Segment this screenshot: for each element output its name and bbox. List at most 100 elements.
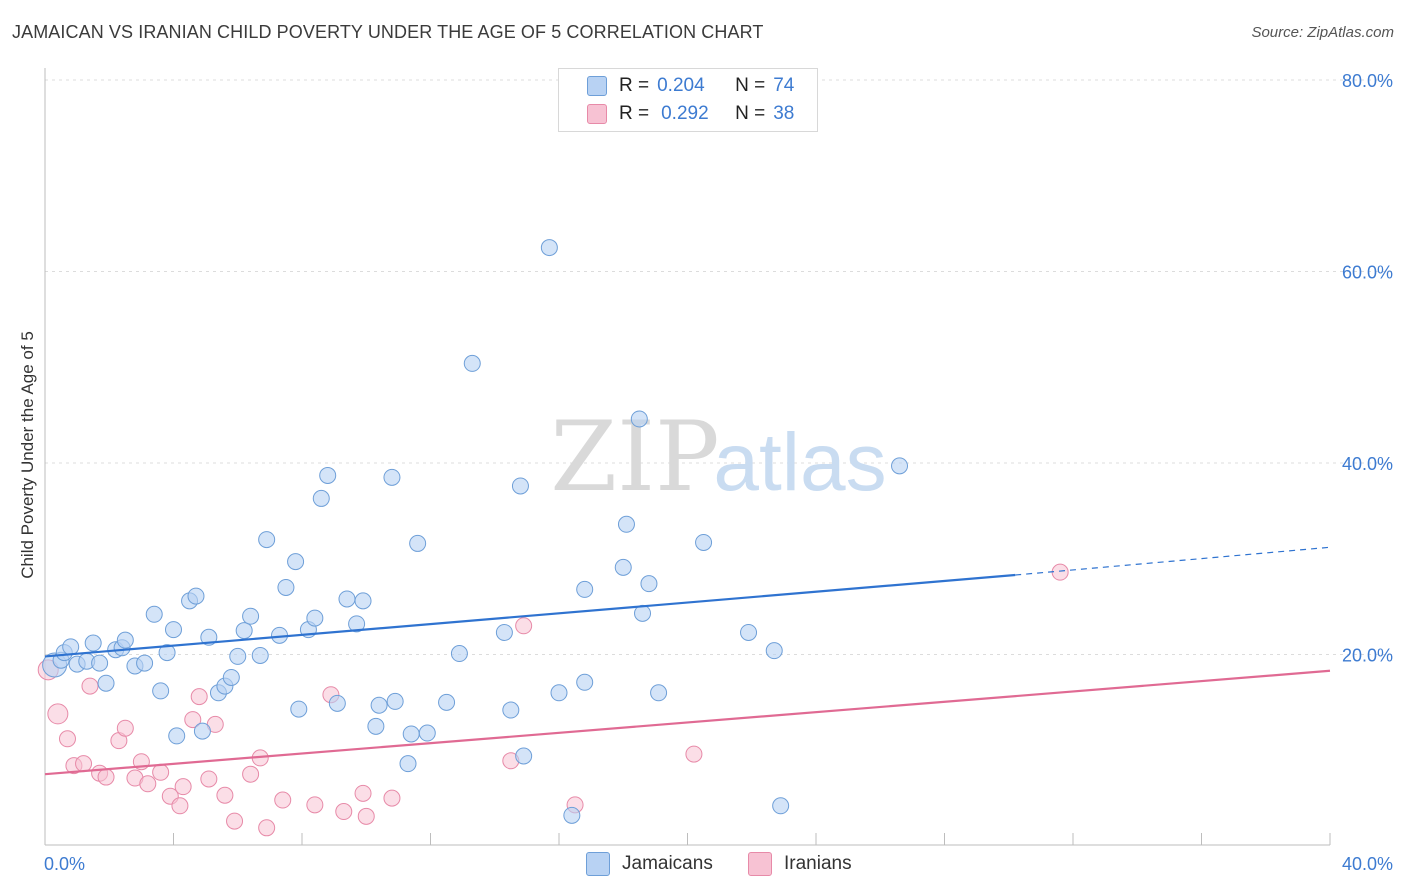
jamaican-point (165, 621, 182, 639)
jamaican-point (258, 531, 276, 549)
legend-series-name: Iranians (784, 853, 852, 874)
jamaican-point (402, 725, 420, 743)
jamaican-point (222, 668, 240, 686)
jamaican-point (306, 609, 324, 627)
iranian-point (97, 768, 115, 786)
iranian-point (47, 703, 69, 725)
jamaican-point (242, 607, 260, 625)
legend-r-value: 0.292 (661, 103, 709, 124)
y-tick-label: 60.0% (1342, 263, 1393, 283)
jamaican-point (367, 717, 385, 735)
legend-r-value: 0.204 (657, 75, 705, 96)
watermark-atlas: atlas (713, 417, 886, 508)
iranian-swatch (748, 852, 772, 876)
chart-source: Source: ZipAtlas.com (1251, 24, 1394, 41)
iranian-point (171, 797, 189, 815)
jamaican-point (290, 700, 308, 718)
iranian-point (383, 789, 401, 807)
axes (44, 68, 1331, 846)
jamaican-point (772, 797, 790, 815)
jamaican-point (116, 631, 134, 649)
jamaican-point (354, 592, 372, 610)
jamaican-points (42, 239, 909, 824)
jamaican-point (229, 647, 247, 665)
jamaican-point (287, 553, 305, 571)
jamaican-point (418, 724, 436, 742)
jamaican-trend-line (44, 573, 1016, 658)
jamaican-point (251, 646, 269, 664)
jamaican-point (463, 354, 481, 372)
jamaican-point (563, 806, 581, 824)
legend-n-label: N = (735, 75, 766, 96)
iranian-point (685, 745, 703, 763)
iranian-point (75, 755, 93, 773)
iranian-point (58, 730, 76, 748)
gridlines (45, 79, 1392, 655)
legend-r-label: R = (619, 75, 650, 96)
iranian-point (174, 778, 192, 796)
jamaican-point (540, 239, 558, 257)
iranian-point (200, 770, 218, 788)
iranian-point (354, 784, 372, 802)
iranian-swatch (587, 104, 607, 124)
jamaican-point (136, 654, 154, 672)
jamaican-point (193, 722, 211, 740)
iranian-point (335, 803, 353, 821)
trend-lines (44, 546, 1331, 776)
legend-r-label: R = (619, 103, 650, 124)
iranian-point (226, 812, 244, 830)
jamaican-swatch (586, 852, 610, 876)
jamaican-point (450, 645, 468, 663)
jamaican-point (640, 575, 658, 593)
jamaican-point (550, 684, 568, 702)
jamaican-point (650, 684, 668, 702)
jamaican-point (576, 580, 594, 598)
jamaican-point (765, 642, 783, 660)
jamaican-point (328, 694, 346, 712)
watermark: ZIP atlas (550, 401, 886, 513)
iranian-trend-line (44, 669, 1331, 776)
iranian-point (242, 765, 260, 783)
jamaican-point (695, 533, 713, 551)
jamaican-point (740, 623, 758, 641)
x-tick-label: 40.0% (1342, 854, 1393, 874)
jamaican-point (409, 534, 427, 552)
iranian-point (184, 711, 202, 729)
jamaican-point (617, 515, 635, 533)
jamaican-point (576, 673, 594, 691)
legend-n-label: N = (735, 103, 766, 124)
legend-row-iranians: R = 0.292 N = 38 (587, 101, 794, 127)
jamaican-point (348, 615, 366, 633)
y-tick-label: 40.0% (1342, 454, 1393, 474)
iranian-point (139, 775, 157, 793)
iranian-point (116, 719, 134, 737)
x-tick-label: 0.0% (44, 854, 85, 874)
jamaican-point (158, 644, 176, 662)
jamaican-point (319, 466, 337, 484)
legend-row-jamaicans: R = 0.204 N = 74 (587, 73, 794, 99)
bottom-legend-jamaicans: Jamaicans (586, 852, 713, 876)
iranian-point (515, 617, 533, 635)
jamaican-point (338, 590, 356, 608)
iranian-point (258, 819, 276, 837)
iranian-point (306, 796, 324, 814)
jamaican-point (97, 674, 115, 692)
jamaican-point (277, 578, 295, 596)
y-tick-label: 80.0% (1342, 71, 1393, 91)
iranian-point (81, 677, 99, 695)
jamaican-point (891, 457, 909, 475)
legend-n-value: 38 (773, 103, 795, 124)
jamaican-point (383, 468, 401, 486)
bottom-legend-iranians: Iranians (748, 852, 852, 876)
chart-title: JAMAICAN VS IRANIAN CHILD POVERTY UNDER … (12, 22, 764, 42)
jamaican-point (370, 696, 388, 714)
iranian-point (216, 786, 234, 804)
jamaican-trend-extension (1015, 546, 1331, 576)
jamaican-point (145, 605, 163, 623)
iranian-point (190, 688, 208, 706)
jamaican-point (84, 634, 102, 652)
y-tick-label: 20.0% (1342, 646, 1393, 666)
jamaican-point (630, 410, 648, 428)
iranian-point (152, 763, 170, 781)
